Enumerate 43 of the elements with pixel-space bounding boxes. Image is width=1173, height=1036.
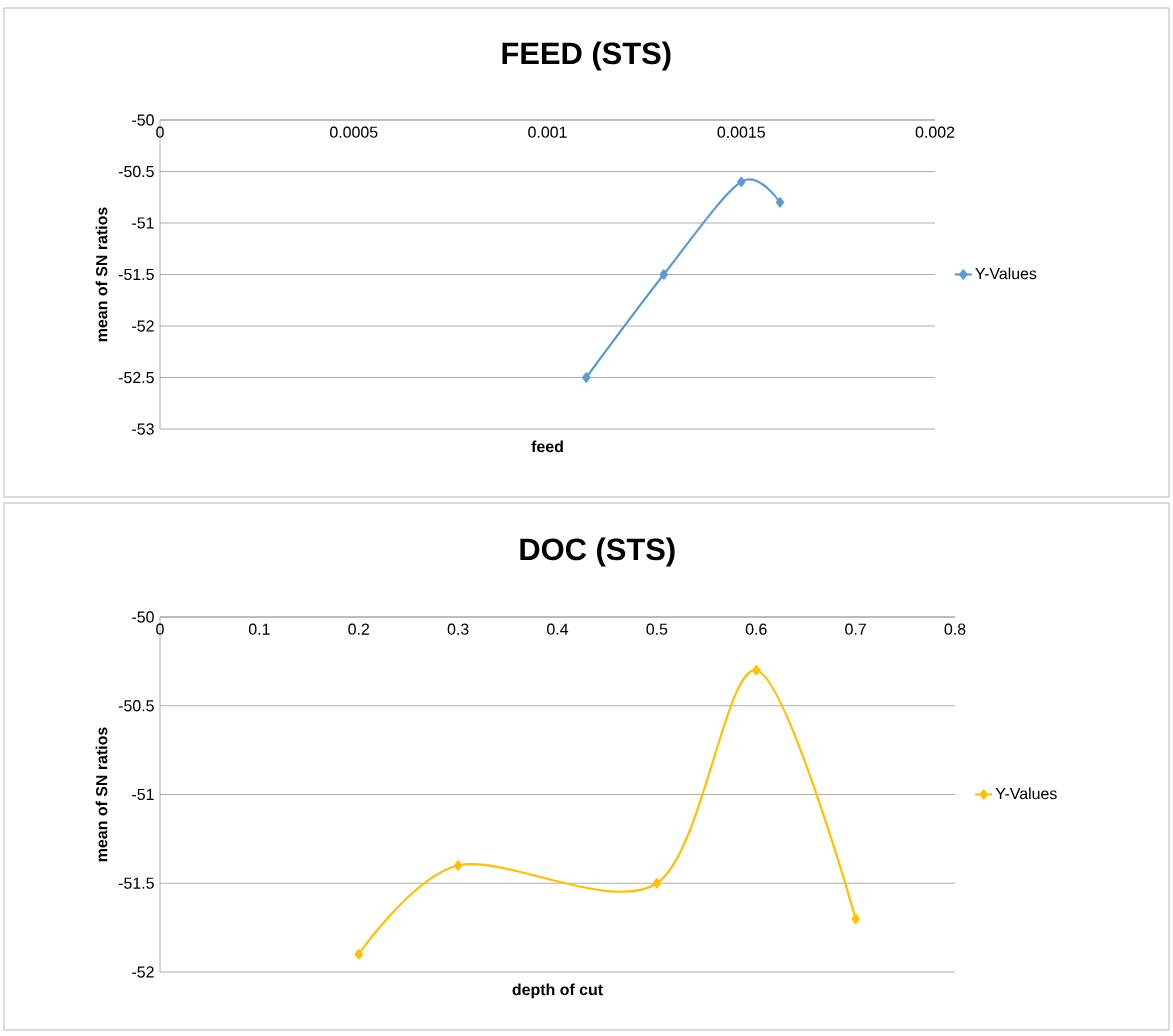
x-tick-label: 0.0015 — [717, 126, 765, 138]
point — [659, 269, 668, 280]
x-tick-label: 0.2 — [348, 623, 370, 635]
y-tick-label: -53 — [132, 423, 154, 435]
y-axis-title: mean of SN ratios — [95, 727, 108, 862]
y-tick-label: -51.5 — [118, 877, 154, 889]
y-tick-label: -50 — [132, 114, 154, 126]
y-tick-label: -52 — [132, 966, 154, 978]
y-axis-title: mean of SN ratios — [95, 207, 108, 342]
chart-title: FEED (STS) — [502, 41, 671, 71]
legend-label: Y-Values — [975, 267, 1037, 280]
x-tick-label: 0.5 — [646, 623, 668, 635]
x-tick-label: 0.0005 — [330, 126, 378, 138]
y-tick-label: -50.5 — [118, 700, 154, 712]
x-tick-label: 0.001 — [528, 126, 567, 138]
y-tick-label: -52.5 — [118, 371, 154, 384]
y-tick-label: -51 — [132, 788, 154, 801]
y-tick-label: -52 — [132, 320, 154, 332]
x-tick-label: 0.7 — [845, 623, 866, 635]
x-axis-title: feed — [531, 440, 563, 453]
x-tick-label: 0.002 — [915, 126, 955, 138]
x-tick-label: 0.1 — [248, 623, 270, 635]
y-tick-label: -51 — [132, 217, 154, 229]
point — [454, 860, 463, 871]
x-tick-label: 0.3 — [447, 623, 469, 635]
y-tick-label: -51.5 — [118, 268, 154, 281]
point — [752, 665, 761, 676]
legend-label: Y-Values — [995, 787, 1057, 800]
x-tick-label: 0.6 — [745, 623, 767, 635]
chart-title: DOC (STS) — [520, 537, 675, 567]
x-tick-label: 0.4 — [547, 623, 569, 635]
point — [354, 949, 363, 960]
point — [652, 878, 661, 889]
x-tick-label: 0.8 — [944, 623, 966, 635]
x-axis-title: depth of cut — [512, 983, 603, 999]
point — [582, 372, 591, 383]
x-tick-label: 0 — [156, 623, 164, 635]
point — [775, 197, 785, 208]
x-tick-label: 0 — [156, 126, 164, 138]
point — [851, 913, 860, 924]
y-tick-label: -50 — [132, 611, 154, 623]
y-tick-label: -50.5 — [118, 165, 154, 178]
point — [737, 176, 746, 187]
